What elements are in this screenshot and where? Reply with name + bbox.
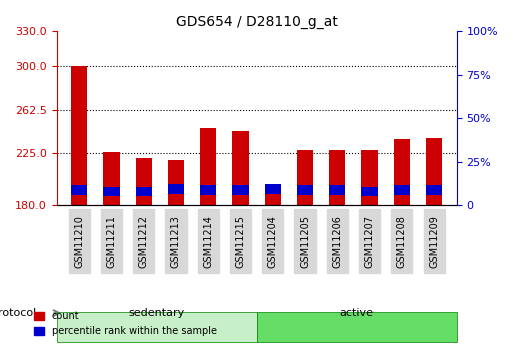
- Bar: [265, 193, 281, 205]
- Text: protocol: protocol: [0, 308, 36, 318]
- Title: GDS654 / D28110_g_at: GDS654 / D28110_g_at: [175, 15, 338, 29]
- Bar: [104, 152, 120, 205]
- Bar: [394, 139, 410, 205]
- Text: sedentary: sedentary: [128, 308, 185, 318]
- Bar: [200, 128, 216, 205]
- Bar: [232, 131, 249, 205]
- Bar: [297, 186, 313, 195]
- Bar: [200, 186, 216, 195]
- Bar: [135, 158, 152, 205]
- Bar: [265, 184, 281, 194]
- Bar: [329, 186, 345, 195]
- Bar: [297, 150, 313, 205]
- Bar: [168, 160, 184, 205]
- Bar: [168, 184, 184, 194]
- Bar: [135, 187, 152, 196]
- Bar: [394, 186, 410, 195]
- Text: active: active: [340, 308, 373, 318]
- Legend: count, percentile rank within the sample: count, percentile rank within the sample: [30, 307, 221, 340]
- Bar: [104, 187, 120, 196]
- Bar: [71, 186, 87, 195]
- Bar: [426, 138, 442, 205]
- Bar: [362, 187, 378, 196]
- Bar: [329, 150, 345, 205]
- Bar: [426, 186, 442, 195]
- Bar: [362, 150, 378, 205]
- Bar: [71, 66, 87, 205]
- Bar: [232, 186, 249, 195]
